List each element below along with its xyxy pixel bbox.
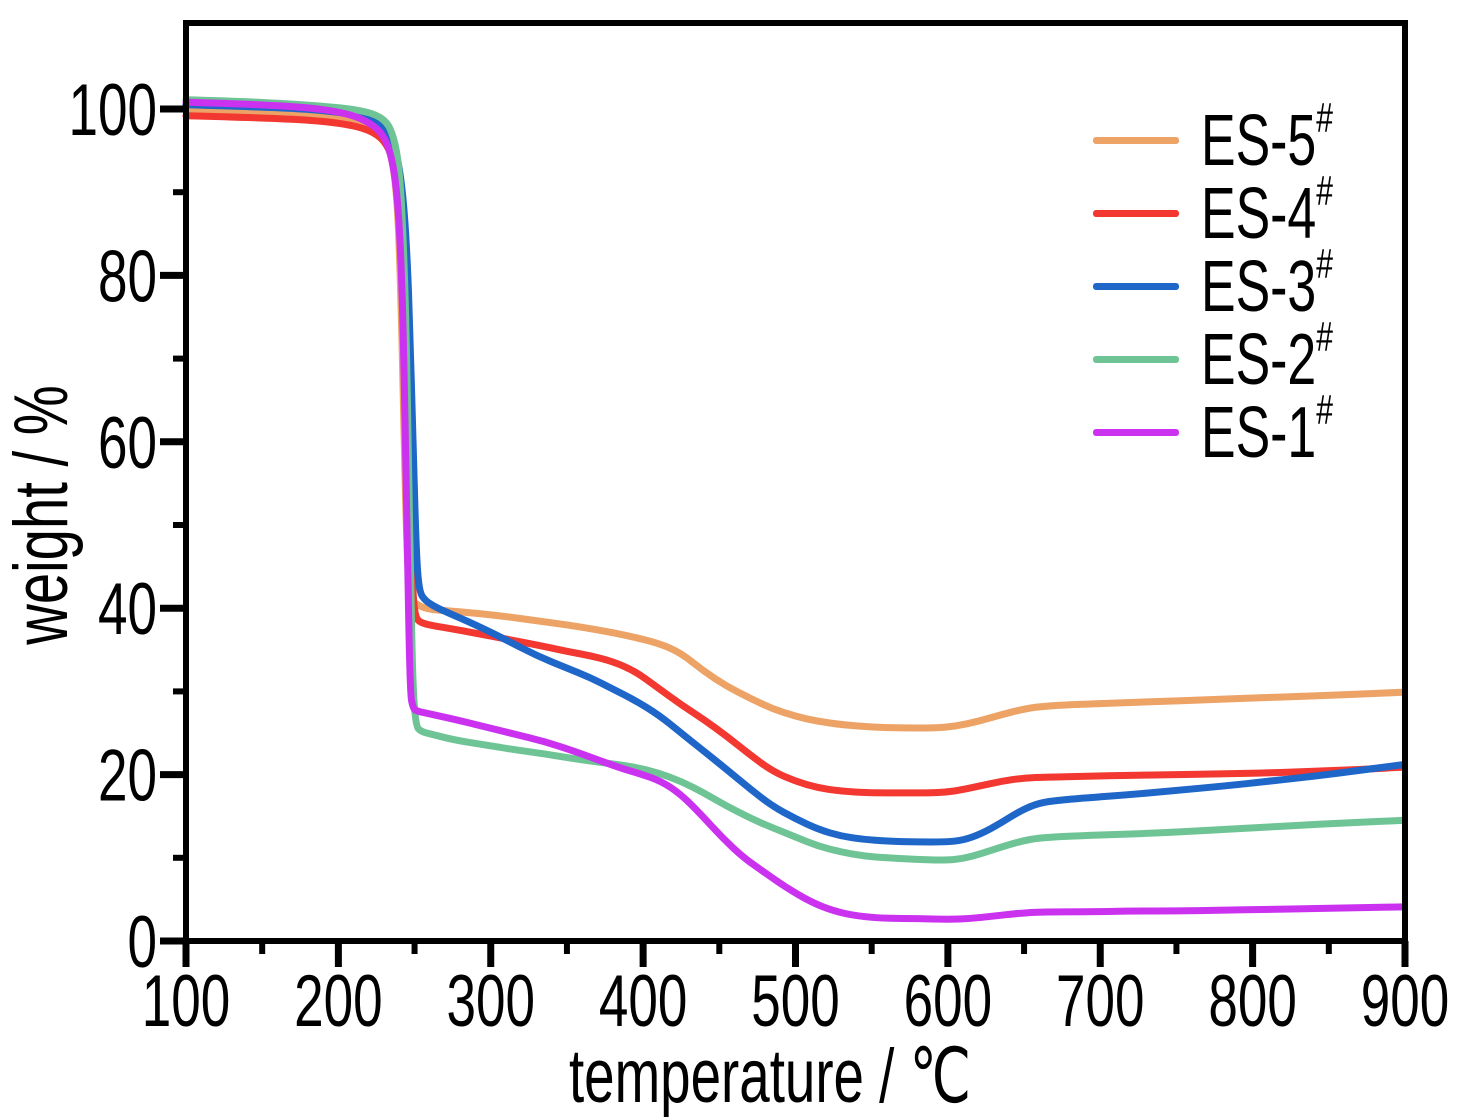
x-tick-label: 400	[599, 961, 688, 1042]
legend-label: ES-2#	[1201, 312, 1333, 400]
x-tick-label: 500	[751, 961, 840, 1042]
x-tick-label: 900	[1361, 961, 1450, 1042]
legend-item-es-3: ES-3#	[1093, 239, 1384, 327]
x-tick-labels: 100 200 300 400 500 600 700 800 900	[142, 961, 1450, 1042]
legend-line-swatch	[1093, 429, 1179, 436]
y-tick-label: 60	[98, 403, 157, 484]
x-tick-label: 600	[904, 961, 993, 1042]
legend-item-es-5: ES-5#	[1093, 93, 1384, 181]
axis-ticks	[160, 105, 1409, 967]
legend-line-swatch	[1093, 210, 1179, 217]
series-line-es-3	[182, 101, 1407, 846]
y-tick-label: 100	[69, 70, 158, 151]
y-tick-labels: 0 20 40 60 80 100	[69, 70, 158, 983]
legend-label-superscript: #	[1316, 93, 1333, 141]
x-tick-label: 300	[447, 961, 536, 1042]
y-tick-label: 80	[98, 236, 157, 317]
legend-line-swatch	[1093, 283, 1179, 290]
legend-label: ES-5#	[1201, 93, 1333, 181]
legend-line-swatch	[1093, 356, 1179, 363]
legend-line-swatch	[1093, 137, 1179, 144]
y-tick-label: 20	[98, 736, 157, 817]
legend-label: ES-4#	[1201, 166, 1333, 254]
x-axis-title: temperature / ℃	[568, 1034, 972, 1117]
legend-label-superscript: #	[1316, 166, 1333, 214]
legend-label-superscript: #	[1316, 239, 1333, 287]
series-curves	[182, 96, 1407, 923]
legend-label: ES-3#	[1201, 239, 1333, 327]
x-tick-label: 800	[1208, 961, 1297, 1042]
legend-label-superscript: #	[1316, 312, 1333, 360]
x-tick-label: 100	[142, 961, 231, 1042]
legend-item-es-2: ES-2#	[1093, 312, 1384, 400]
y-axis-title: weight / %	[0, 385, 84, 645]
x-tick-label: 700	[1056, 961, 1145, 1042]
x-tick-label: 200	[294, 961, 383, 1042]
legend-item-es-1: ES-1#	[1093, 385, 1384, 473]
y-tick-label: 40	[98, 569, 157, 650]
legend: ES-5# ES-4# ES-3# ES-2# ES-1#	[1093, 93, 1384, 473]
y-tick-label: 0	[128, 902, 158, 983]
series-line-es-1	[182, 98, 1407, 923]
legend-label: ES-1#	[1201, 385, 1333, 473]
legend-item-es-4: ES-4#	[1093, 166, 1384, 254]
legend-label-superscript: #	[1316, 385, 1333, 433]
